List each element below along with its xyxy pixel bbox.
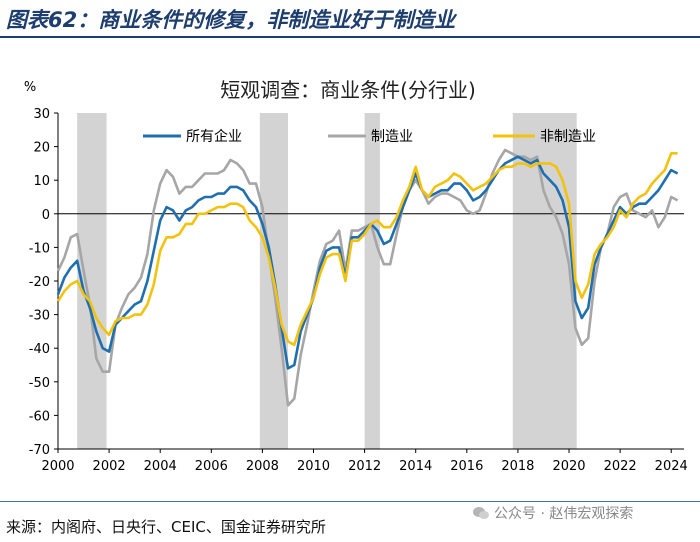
x-tick-label: 2018 (501, 459, 534, 474)
legend-label: 非制造业 (540, 129, 596, 145)
y-tick-label: -10 (29, 241, 50, 256)
legend-label: 制造业 (371, 129, 413, 145)
series-line-2 (56, 152, 678, 347)
y-tick-label: 20 (33, 141, 50, 156)
chart-title: 短观调查：商业条件(分行业) (220, 78, 476, 102)
x-tick-label: 2020 (552, 459, 585, 474)
y-tick-label: -60 (29, 409, 50, 424)
y-tick-label: -40 (29, 342, 50, 357)
x-tick-label: 2016 (450, 459, 483, 474)
x-tick-label: 2004 (144, 459, 177, 474)
x-tick-label: 2012 (348, 459, 381, 474)
x-tick-label: 2008 (246, 459, 279, 474)
wechat-icon (473, 507, 489, 519)
y-tick-label: 0 (42, 208, 50, 223)
x-tick-label: 2022 (604, 459, 637, 474)
x-tick-label: 2014 (399, 459, 432, 474)
source-note: 来源：内阁府、日央行、CEIC、国金证券研究所 (6, 518, 326, 536)
legend-label: 所有企业 (186, 128, 242, 145)
x-tick-label: 2000 (41, 459, 74, 474)
y-tick-label: -20 (29, 275, 50, 290)
recession-bands (77, 113, 577, 449)
x-tick-label: 2024 (655, 459, 688, 474)
figure-header: 图表62：商业条件的修复，非制造业好于制造业 (0, 0, 700, 38)
y-tick-label: -50 (29, 376, 50, 391)
y-axis-unit: % (24, 80, 36, 95)
footer-rule (0, 501, 700, 502)
x-tick-label: 2002 (93, 459, 126, 474)
legend: 所有企业 制造业 非制造业 (143, 128, 596, 145)
recession-band (364, 113, 380, 449)
y-tick-label: 10 (33, 174, 50, 189)
header-rule (0, 36, 700, 38)
y-tick-label: 30 (33, 107, 50, 122)
x-tick-label: 2010 (297, 459, 330, 474)
series-lines (56, 148, 679, 407)
watermark: 公众号 · 赵伟宏观探索 (472, 501, 633, 525)
recession-band (512, 113, 577, 449)
y-tick-label: -30 (29, 309, 50, 324)
chart-svg: 短观调查：商业条件(分行业) % 3020100-10-20-30-40-50-… (24, 78, 688, 474)
watermark-text: 公众号 · 赵伟宏观探索 (494, 506, 634, 522)
x-tick-label: 2006 (195, 459, 228, 474)
figure-title: 图表62：商业条件的修复，非制造业好于制造业 (6, 8, 456, 32)
y-tick-label: -70 (29, 443, 50, 458)
